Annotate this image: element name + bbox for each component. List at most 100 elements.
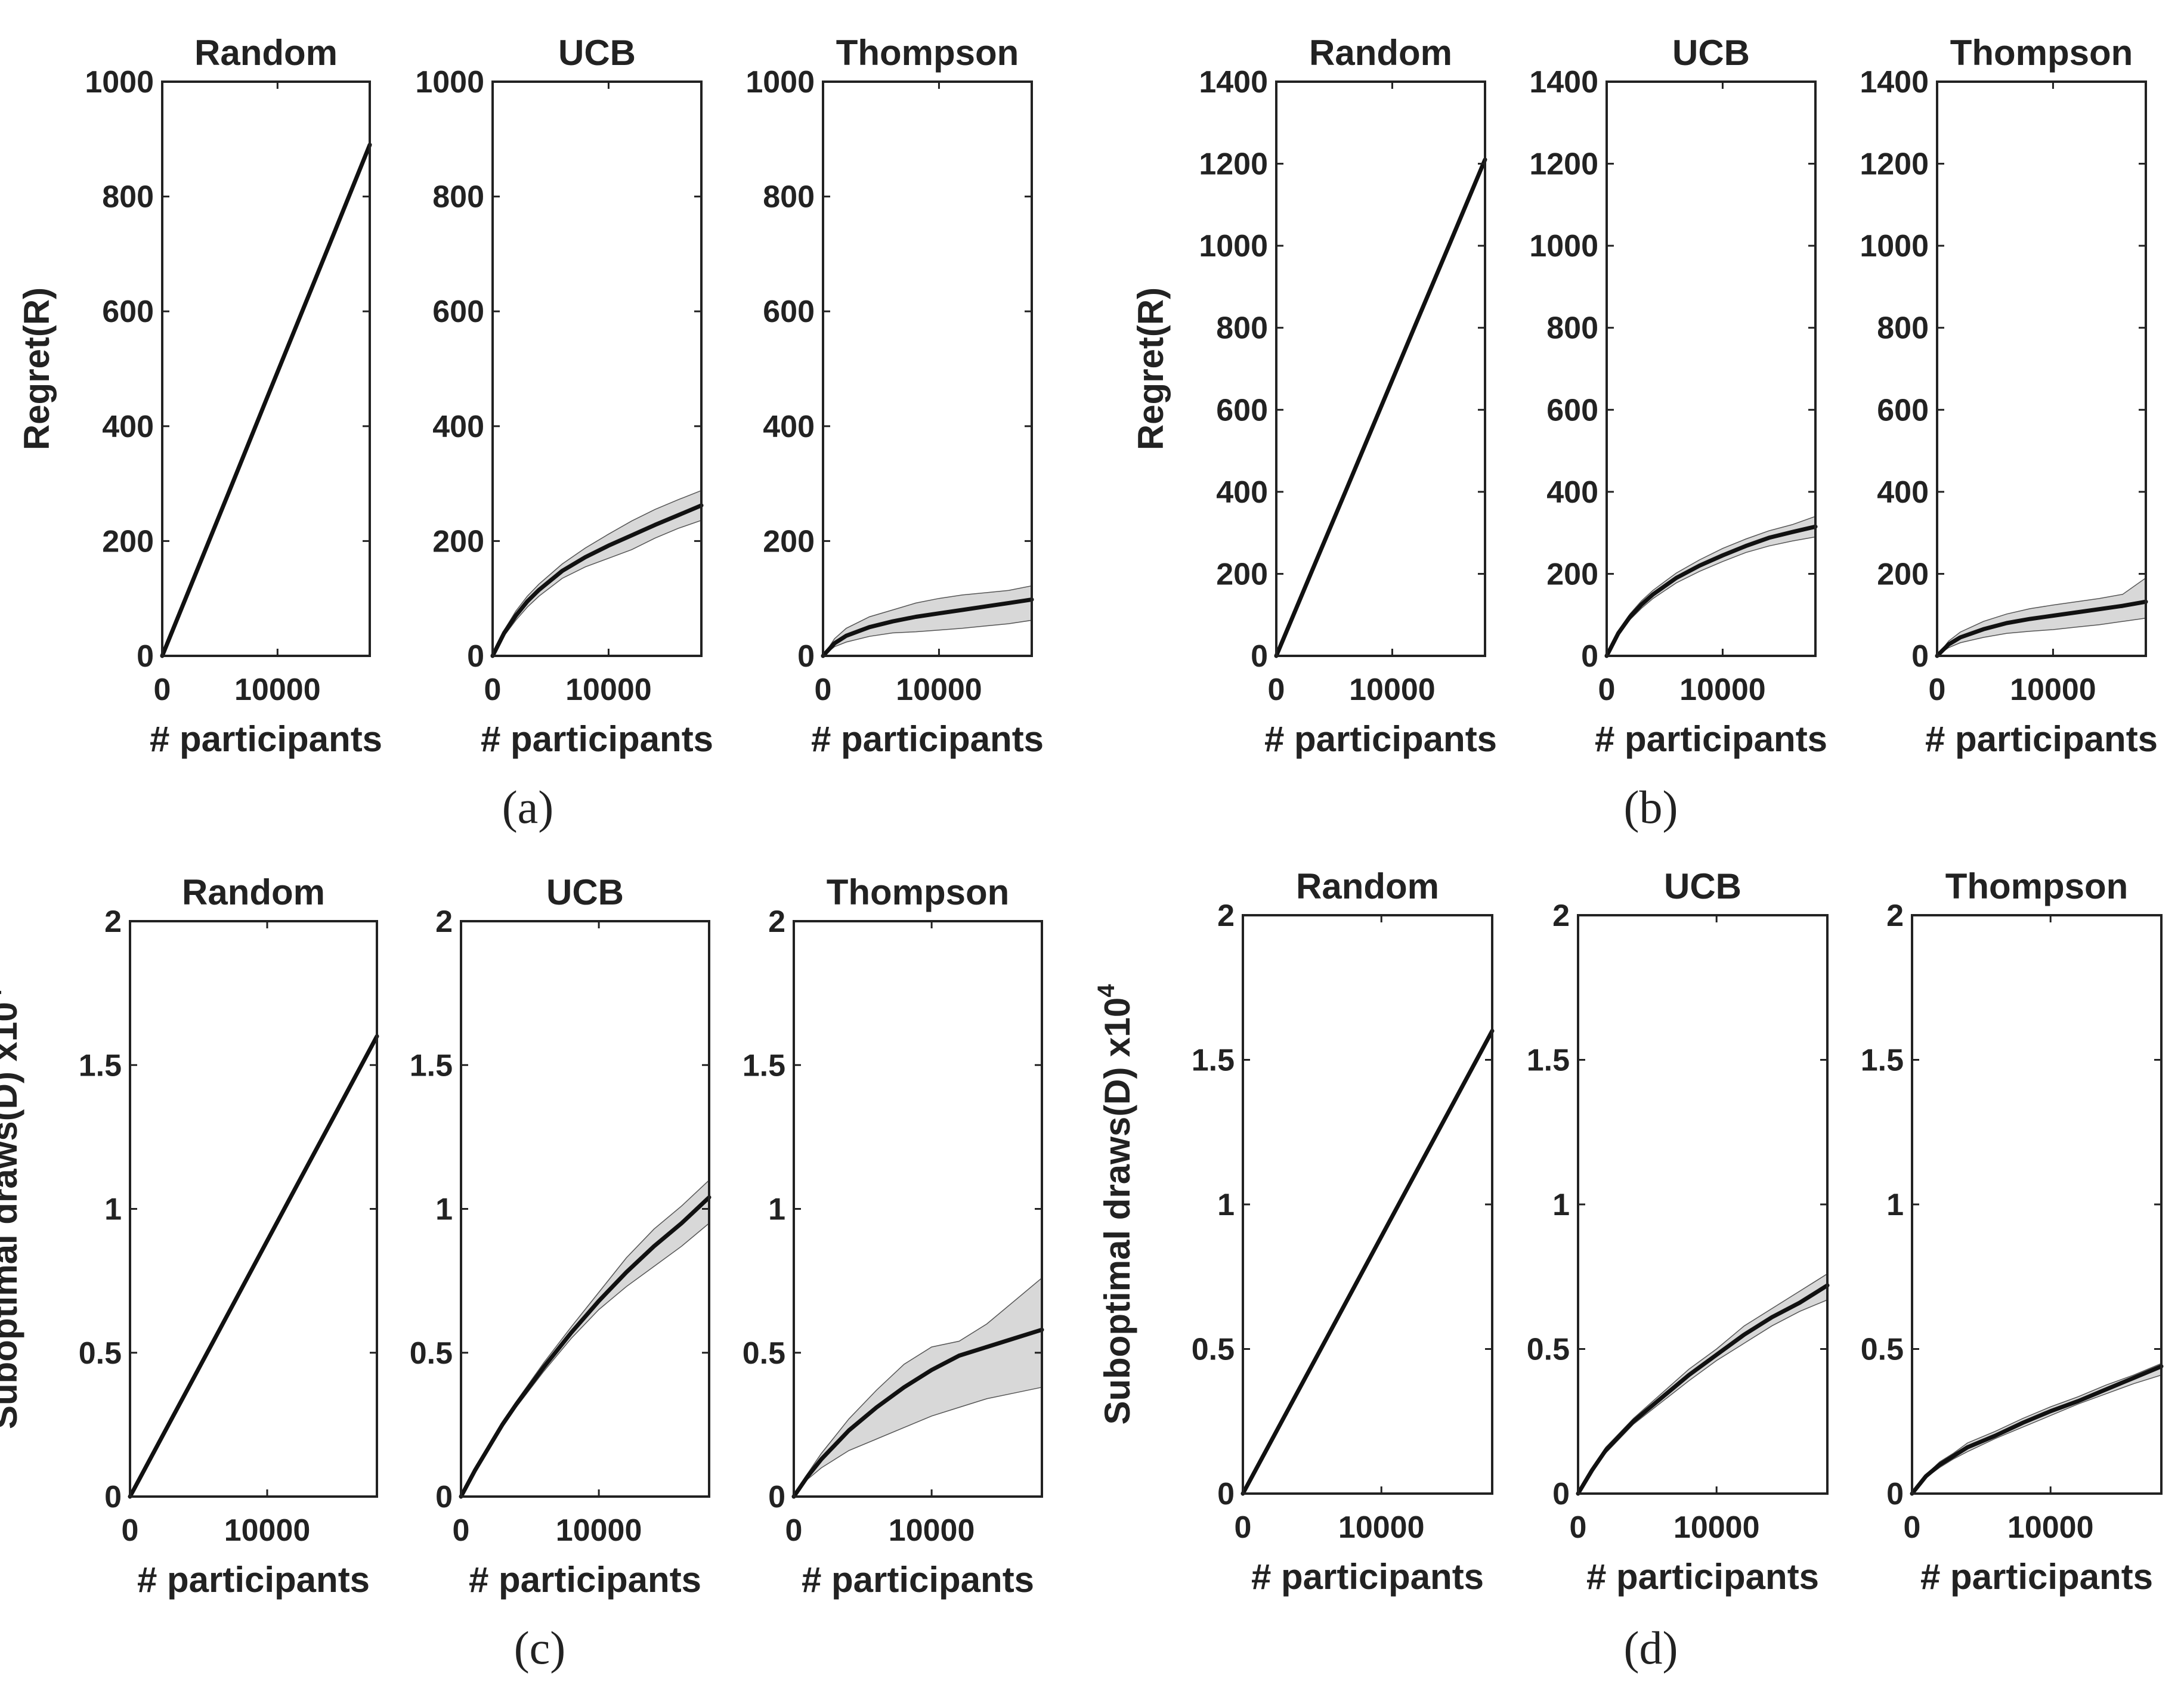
chart-d-random: 0 0.5 1 1.5 2 0 10000 Random # participants Subop… — [1093, 866, 1495, 1597]
x-tick-label: 10000 — [556, 1513, 642, 1548]
y-tick-label: 2 — [435, 904, 453, 939]
y-tick-label: 0.5 — [79, 1336, 122, 1371]
x-tick-label: 10000 — [1673, 1510, 1760, 1545]
x-tick-label: 0 — [453, 1513, 470, 1548]
x-tick-label: 0 — [1929, 673, 1946, 707]
y-tick-label: 1000 — [745, 65, 815, 100]
x-axis-label: # participants — [811, 719, 1044, 759]
y-tick-label: 600 — [1216, 393, 1268, 428]
chart-title: Random — [1296, 866, 1439, 906]
y-tick-label: 0 — [797, 639, 815, 674]
plot-frame — [161, 80, 371, 657]
panel-label-a: (a) — [502, 781, 554, 833]
y-tick-label: 0 — [104, 1480, 122, 1514]
confidence-band — [822, 585, 1032, 656]
y-tick-label: 1 — [1217, 1188, 1235, 1222]
chart-d-thompson: 0 0.5 1 1.5 2 0 10000 Thompson # participants — [1861, 866, 2164, 1597]
mean-line — [791, 1327, 1044, 1499]
mean-line — [1935, 599, 2148, 658]
chart-title: UCB — [558, 33, 636, 73]
plot-frame — [1242, 914, 1493, 1495]
y-tick-label: 800 — [432, 180, 484, 215]
x-tick-label: 10000 — [234, 673, 321, 707]
confidence-band — [460, 1179, 710, 1497]
x-tick-label: 0 — [1570, 1510, 1587, 1545]
x-tick-label: 10000 — [889, 1513, 975, 1548]
plot-frame — [822, 80, 1033, 657]
chart-title: Thompson — [827, 872, 1010, 912]
chart-c-ucb: 0 0.5 1 1.5 2 0 10000 UCB # participants — [410, 872, 711, 1600]
y-axis-label-exponent: 4 — [0, 988, 7, 1002]
plot-frame — [1605, 80, 1817, 657]
y-tick-label: 2 — [104, 904, 122, 939]
y-axis-label-text: Regret(R) — [1131, 287, 1171, 450]
chart-b-ucb: 0 200 400 600 800 1000 1200 1400 0 10000 UCB # part… — [1529, 33, 1827, 759]
y-tick-label: 800 — [102, 180, 154, 215]
x-axis-label: # participants — [1920, 1557, 2153, 1597]
x-axis-label: # participants — [481, 719, 713, 759]
confidence-band — [492, 490, 702, 656]
y-tick-label: 1 — [435, 1192, 453, 1227]
confidence-band — [793, 1277, 1042, 1497]
x-axis-label: # participants — [1586, 1557, 1819, 1597]
chart-title: Random — [194, 33, 338, 73]
chart-title: Thompson — [1950, 33, 2133, 73]
x-tick-label: 0 — [122, 1513, 139, 1548]
x-axis-label: # participants — [137, 1560, 370, 1600]
y-tick-label: 1200 — [1529, 147, 1598, 182]
mean-line — [490, 503, 704, 658]
chart-title: UCB — [1672, 33, 1750, 73]
y-tick-label: 600 — [102, 295, 154, 329]
x-axis-label: # participants — [1264, 719, 1497, 759]
mean-line — [1241, 1029, 1495, 1496]
x-tick-label: 0 — [1598, 673, 1616, 707]
y-tick-label: 200 — [432, 524, 484, 559]
mean-line — [1576, 1283, 1830, 1496]
x-tick-label: 10000 — [1338, 1510, 1425, 1545]
y-axis-label-text: Regret(R) — [17, 287, 57, 450]
x-axis-label: # participants — [802, 1560, 1034, 1600]
y-tick-label: 200 — [102, 524, 154, 559]
y-tick-label: 1000 — [1529, 229, 1598, 264]
y-tick-label: 400 — [1877, 475, 1929, 510]
x-axis-label: # participants — [469, 1560, 701, 1600]
y-tick-label: 600 — [1877, 393, 1929, 428]
panel-label-d: (d) — [1624, 1622, 1678, 1674]
y-tick-label: 0 — [137, 639, 154, 674]
y-tick-label: 1 — [1886, 1188, 1904, 1222]
y-tick-label: 400 — [1216, 475, 1268, 510]
y-tick-label: 200 — [1546, 557, 1598, 591]
y-axis-label: Regret(R) — [1131, 287, 1171, 450]
chart-b-random: 0 200 400 600 800 1000 1200 1400 0 10000 Random # p… — [1131, 33, 1497, 759]
panel-label-c: (c) — [514, 1622, 566, 1674]
y-axis-label: Regret(R) — [17, 287, 57, 450]
y-tick-label: 0 — [1217, 1477, 1235, 1511]
x-tick-label: 10000 — [224, 1513, 311, 1548]
mean-line — [128, 1034, 379, 1499]
y-tick-label: 0 — [1251, 639, 1268, 674]
y-tick-label: 1 — [768, 1192, 785, 1227]
y-tick-label: 0 — [1911, 639, 1929, 674]
y-tick-label: 1400 — [1529, 65, 1598, 100]
x-tick-label: 0 — [1268, 673, 1285, 707]
y-tick-label: 1000 — [1199, 229, 1268, 264]
mean-line — [1604, 524, 1818, 658]
chart-title: UCB — [546, 872, 624, 912]
y-tick-label: 400 — [432, 410, 484, 444]
y-tick-label: 600 — [763, 295, 815, 329]
x-tick-label: 10000 — [2010, 673, 2096, 707]
chart-d-ucb: 0 0.5 1 1.5 2 0 10000 UCB # participants — [1527, 866, 1830, 1597]
x-axis-label: # participants — [150, 719, 382, 759]
chart-title: Random — [1309, 33, 1452, 73]
y-tick-label: 200 — [1877, 557, 1929, 591]
plot-frame — [491, 80, 703, 657]
y-tick-label: 0 — [1581, 639, 1598, 674]
y-tick-label: 1.5 — [1192, 1043, 1235, 1078]
x-tick-label: 10000 — [1679, 673, 1766, 707]
chart-title: UCB — [1664, 866, 1741, 906]
y-tick-label: 0 — [768, 1480, 785, 1514]
x-tick-label: 10000 — [2007, 1510, 2094, 1545]
